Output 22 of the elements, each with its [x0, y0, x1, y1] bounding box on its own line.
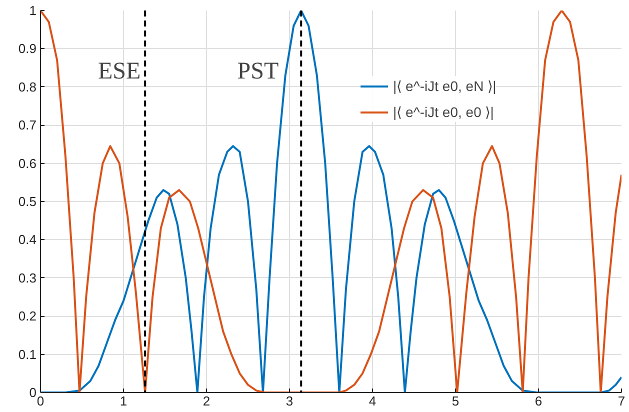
y-tick-label: 0.2 — [18, 308, 37, 324]
line-series — [40, 10, 622, 392]
y-tick-label: 0.5 — [18, 194, 37, 209]
y-tick-label: 0.1 — [18, 346, 37, 362]
annotation: PST — [237, 58, 279, 85]
x-tick-label: 1 — [120, 394, 128, 408]
legend-label: |⟨ e^-iJt e0, eN ⟩| — [393, 78, 496, 94]
x-tick-label: 7 — [618, 394, 626, 408]
x-tick-label: 4 — [368, 394, 376, 408]
y-tick-label: 0.8 — [18, 79, 37, 94]
y-tick-label: 0.4 — [18, 232, 37, 248]
annotation: ESE — [98, 58, 141, 85]
y-tick-label: 1 — [29, 3, 37, 18]
x-tick-label: 2 — [202, 394, 210, 408]
legend-label: |⟨ e^-iJt e0, e0 ⟩| — [393, 104, 494, 120]
y-tick-label: 0.7 — [18, 118, 37, 133]
x-tick-label: 3 — [286, 394, 294, 408]
x-tick-label: 6 — [534, 394, 542, 408]
x-tick-label: 5 — [452, 394, 460, 408]
y-tick-label: 0.6 — [18, 156, 37, 171]
y-tick-label: 0.3 — [18, 270, 37, 286]
y-tick-label: 0.9 — [18, 41, 37, 56]
